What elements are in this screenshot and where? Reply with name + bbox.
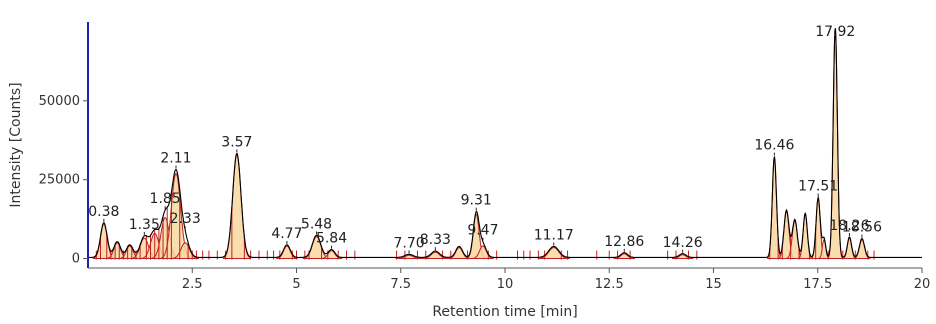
peak-label: 12.86 [604,234,644,250]
peak-label: 14.26 [663,235,703,251]
peak-area [537,246,570,259]
x-tick-label: 2.5 [182,277,203,292]
peak-label: 2.33 [170,211,201,227]
x-tick-label: 10 [497,277,514,292]
peak-label: 5.48 [301,216,332,232]
peak-label: 5.84 [316,231,347,247]
peak-area [613,253,635,259]
peak-label: 9.31 [461,193,492,209]
chromatogram-trace [88,28,922,258]
peak-label: 18.56 [842,220,882,236]
x-tick-label: 7.5 [390,277,411,292]
y-tick-label: 50000 [39,94,80,109]
peak-label: 8.33 [420,232,451,248]
peak-label: 4.77 [271,226,302,242]
peak-area [448,246,470,259]
x-axis-title: Retention time [min] [432,304,577,320]
peak-label-layer: 0.38 1.35 1.85 2.11 2.33 3.57 4.775.485.84 7.70… [88,24,882,254]
peak-label: 0.38 [88,204,119,220]
peak-label: 1.35 [129,217,160,233]
x-tick-label: 5 [292,277,300,292]
peak-label: 17.92 [815,24,855,40]
peak-label: 16.46 [754,138,794,154]
x-tick-label: 17.5 [803,277,832,292]
peak-label: 2.11 [160,151,191,167]
y-tick-label: 0 [72,252,80,267]
peak-label: 3.57 [221,134,252,150]
peak-label: 18.26 [829,218,869,234]
peak-area [320,250,343,259]
tick-layer: 2.5 5 7.5 10 12.5 15 17.5 20 0 25000 50000 [39,94,931,292]
peak-label: 9.47 [467,223,498,239]
x-tick-label: 12.5 [595,277,624,292]
peak-label: 1.85 [150,191,181,207]
x-tick-label: 15 [705,277,722,292]
y-axis-title: Intensity [Counts] [8,82,24,207]
peak-label: 11.17 [534,228,574,244]
y-tick-label: 25000 [39,173,80,188]
peak-area [395,254,423,259]
peak-area [223,153,251,259]
peak-label: 17.51 [798,179,838,195]
peak-label: 7.70 [394,235,425,251]
x-tick-label: 20 [914,277,931,292]
